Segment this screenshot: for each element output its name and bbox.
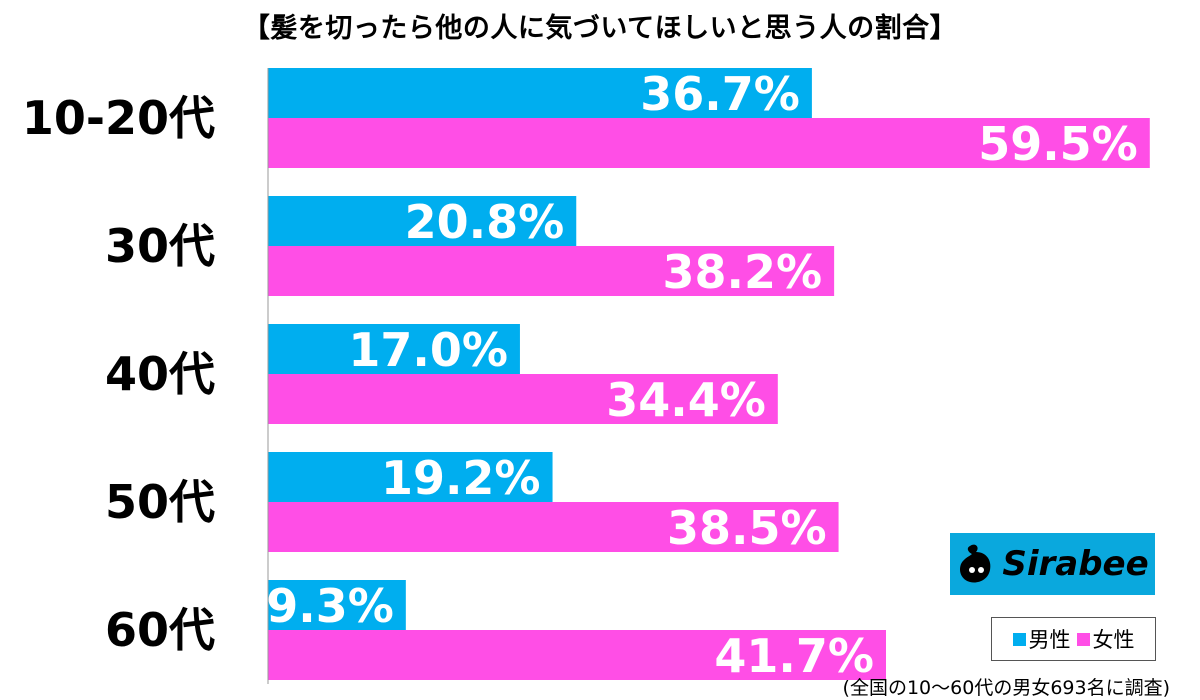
- category-label: 10-20代: [22, 91, 215, 145]
- category-label: 60代: [105, 603, 215, 657]
- value-label: 38.5%: [667, 501, 827, 555]
- labels-group: 10-20代 36.7% 59.5% 30代 20.8% 38.2% 40代 17.0% 34.…: [22, 67, 1138, 683]
- value-label: 36.7%: [640, 67, 800, 121]
- bar-female: [268, 374, 778, 424]
- value-label: 59.5%: [978, 117, 1138, 171]
- bar-female: [268, 118, 1150, 168]
- legend-item-male: 男性: [1012, 624, 1071, 654]
- bar-female: [268, 630, 886, 680]
- value-label: 38.2%: [663, 245, 823, 299]
- bars-group: [268, 68, 1150, 680]
- bar-female: [268, 246, 835, 296]
- logo-text: Sirabee: [1002, 544, 1149, 584]
- legend: 男性 女性: [991, 617, 1156, 661]
- legend-label-male: 男性: [1028, 628, 1071, 652]
- legend-swatch-female: [1076, 632, 1090, 646]
- legend-label-female: 女性: [1092, 628, 1135, 652]
- legend-swatch-male: [1012, 632, 1026, 646]
- value-label: 9.3%: [266, 579, 394, 633]
- bar-female: [268, 502, 839, 552]
- legend-item-female: 女性: [1076, 624, 1135, 654]
- bar-male: [268, 68, 812, 118]
- category-label: 50代: [105, 475, 215, 529]
- sirabee-logo: Sirabee: [950, 533, 1155, 595]
- value-label: 17.0%: [348, 323, 508, 377]
- value-label: 19.2%: [381, 451, 541, 505]
- footnote: (全国の10〜60代の男女693名に調査): [842, 677, 1170, 699]
- bar-male: [268, 452, 553, 502]
- category-label: 40代: [105, 347, 215, 401]
- value-label: 41.7%: [714, 629, 874, 683]
- value-label: 20.8%: [405, 195, 565, 249]
- value-label: 34.4%: [606, 373, 766, 427]
- bar-male: [268, 324, 520, 374]
- bar-male: [268, 196, 577, 246]
- chart-title: 【髪を切ったら他の人に気づいてほしいと思う人の割合】: [242, 13, 958, 44]
- sirabee-mascot-icon: [960, 544, 991, 583]
- bar-male: [268, 580, 406, 630]
- category-label: 30代: [105, 219, 215, 273]
